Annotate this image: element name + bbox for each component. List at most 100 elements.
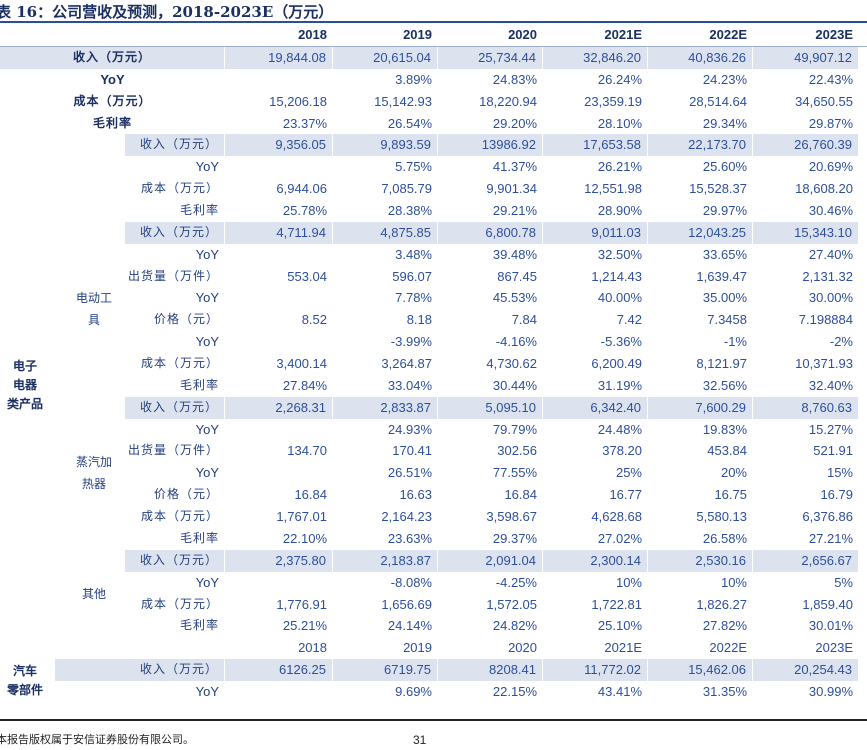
table-cell: 23,359.19 <box>584 93 642 109</box>
table-cell: 19.83% <box>702 421 747 437</box>
table-cell: 9,901.34 <box>486 181 537 197</box>
subgroup-label: 其他 <box>81 586 106 601</box>
table-cell: 23.37% <box>282 115 327 131</box>
table-cell: 29.87% <box>808 115 853 131</box>
table-cell: 3,598.67 <box>486 509 537 525</box>
table-cell: 30.01% <box>808 618 853 634</box>
table-cell: 49,907.12 <box>753 47 859 69</box>
table-cell: 5.75% <box>395 159 432 175</box>
table-cell: 2,183.87 <box>333 549 438 572</box>
table-cell: -5.36% <box>600 334 642 350</box>
table-cell: 2,300.14 <box>543 549 648 572</box>
table-cell: 3,400.14 <box>276 356 327 372</box>
table-cell: 453.84 <box>707 443 747 459</box>
row-label: 收入（万元） <box>125 549 225 572</box>
column-header: 2021E <box>604 27 642 42</box>
table-cell: 4,875.85 <box>333 221 438 244</box>
page-number: 31 <box>413 733 427 747</box>
table-cell: 25.21% <box>282 618 327 634</box>
group-label: 汽车 零部件 <box>6 663 43 697</box>
row-label: 价格（元） <box>153 487 219 502</box>
table-cell: 3.89% <box>395 71 432 87</box>
table-cell: 302.56 <box>497 443 537 459</box>
table-cell: 3.48% <box>395 246 432 262</box>
table-cell: 34,650.55 <box>795 93 853 109</box>
table-cell: 20,254.43 <box>753 659 859 681</box>
table-cell: 24.93% <box>387 421 432 437</box>
row-label: YoY <box>195 421 219 437</box>
row-label: 成本（万元） <box>73 93 152 108</box>
table-cell: 24.48% <box>597 421 642 437</box>
table-cell: 521.91 <box>813 443 853 459</box>
table-cell: 6126.25 <box>225 659 333 681</box>
table-cell: 7.84 <box>511 312 537 328</box>
table-cell: 4,628.68 <box>591 509 642 525</box>
table-cell: 25.78% <box>282 203 327 219</box>
table-cell: 8.18 <box>406 312 432 328</box>
table-cell: 553.04 <box>287 268 327 284</box>
table-cell: 28,514.64 <box>689 93 747 109</box>
table-cell <box>225 462 333 484</box>
column-header: 2022E <box>709 27 747 42</box>
table-cell: 29.97% <box>702 203 747 219</box>
table-cell: 19,844.08 <box>225 47 333 69</box>
table-cell: 33.65% <box>702 246 747 262</box>
table-cell <box>225 681 333 703</box>
table-cell: 13986.92 <box>438 134 543 157</box>
table-cell: 6,200.49 <box>591 356 642 372</box>
header-divider <box>0 46 867 47</box>
row-label: 收入（万元） <box>125 659 225 681</box>
table-cell: 23.63% <box>387 530 432 546</box>
table-cell: 29.37% <box>492 530 537 546</box>
table-cell: 22.43% <box>808 71 853 87</box>
table-cell <box>225 287 333 309</box>
column-header: 2023E <box>815 27 853 42</box>
table-cell: 6,800.78 <box>438 221 543 244</box>
table-cell: 2020 <box>508 640 537 656</box>
table-cell: 20,615.04 <box>333 47 438 69</box>
table-cell: 40.00% <box>597 290 642 306</box>
table-cell: 29.20% <box>492 115 537 131</box>
group-label: 电子 电器 类产品 <box>6 359 43 412</box>
table-cell: 596.07 <box>392 268 432 284</box>
table-cell: 16.84 <box>294 487 327 503</box>
table-cell: 15,462.06 <box>648 659 753 681</box>
table-cell: 8.52 <box>301 312 327 328</box>
table-cell: 27.02% <box>597 530 642 546</box>
footer-divider <box>0 719 867 721</box>
table-cell: 6,944.06 <box>276 181 327 197</box>
table-cell: 7.198884 <box>798 312 853 328</box>
column-header: 2020 <box>508 27 537 42</box>
table-cell: 2,131.32 <box>802 268 853 284</box>
subgroup-label: 电动工 具 <box>75 291 112 328</box>
row-label: YoY <box>195 334 219 350</box>
table-cell: 26.24% <box>597 71 642 87</box>
table-cell: 9.69% <box>395 683 432 699</box>
table-cell: 41.37% <box>492 159 537 175</box>
table-title: 表 16：公司营收及预测，2018-2023E（万元） <box>0 3 334 21</box>
table-cell: 16.79 <box>820 487 853 503</box>
table-cell: 2023E <box>815 640 853 656</box>
table-cell: 24.23% <box>702 71 747 87</box>
table-cell: 10,371.93 <box>795 356 853 372</box>
table-cell: 5,095.10 <box>438 396 543 419</box>
table-cell: 6719.75 <box>333 659 438 681</box>
table-cell: 1,214.43 <box>591 268 642 284</box>
row-label: 毛利率 <box>179 377 219 392</box>
row-label: 收入（万元） <box>125 221 225 244</box>
row-label: 毛利率 <box>179 530 219 545</box>
table-cell: 6,342.40 <box>543 396 648 419</box>
table-cell: 25.10% <box>597 618 642 634</box>
table-cell: 16.84 <box>504 487 537 503</box>
table-cell: -4.16% <box>495 334 537 350</box>
table-cell: 24.82% <box>492 618 537 634</box>
table-cell: 378.20 <box>602 443 642 459</box>
table-cell: 12,551.98 <box>584 181 642 197</box>
table-cell: 5,580.13 <box>696 509 747 525</box>
table-cell: 30.00% <box>808 290 853 306</box>
table-cell: 33.04% <box>387 377 432 393</box>
title-divider <box>0 21 867 23</box>
row-label: 出货量（万件） <box>127 443 219 458</box>
table-cell: -1% <box>723 334 747 350</box>
table-cell: 2,375.80 <box>225 549 333 572</box>
